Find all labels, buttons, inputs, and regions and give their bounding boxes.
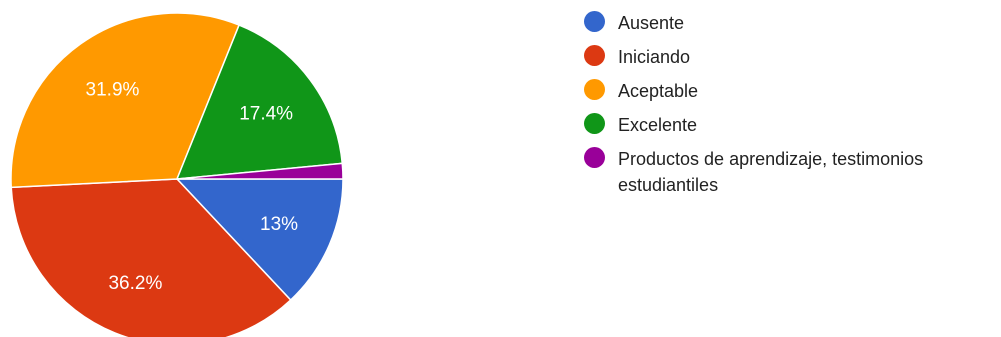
legend-label: Iniciando [618,47,691,67]
legend-swatch-icon [584,79,605,100]
legend-item: Iniciando [584,44,994,70]
slice-percent-label: 17.4% [239,104,293,125]
legend-swatch-icon [584,113,605,134]
pie-slice-ausente [175,178,344,302]
legend-swatch-icon [584,147,605,168]
legend-item: Ausente [584,10,994,36]
chart-legend: Ausente Iniciando Aceptable Excelente Produc… [584,10,994,206]
pie-slice-aceptable [10,12,241,189]
legend-label: Ausente [618,13,685,33]
legend-label: Aceptable [618,81,699,101]
slice-percent-label: 13% [260,214,298,235]
slice-percent-label: 36.2% [108,273,162,294]
legend-label: Productos de aprendizaje, testimonios es… [618,149,924,195]
legend-swatch-icon [584,45,605,66]
pie-slice-productos [176,162,344,180]
pie-slice-excelente [175,24,344,180]
legend-item: Excelente [584,112,994,138]
legend-swatch-icon [584,11,605,32]
legend-item: Aceptable [584,78,994,104]
pie-slice-iniciando [10,178,292,337]
slice-percent-label: 31.9% [86,79,140,100]
legend-item: Productos de aprendizaje, testimonios es… [584,146,994,198]
legend-label: Excelente [618,115,698,135]
